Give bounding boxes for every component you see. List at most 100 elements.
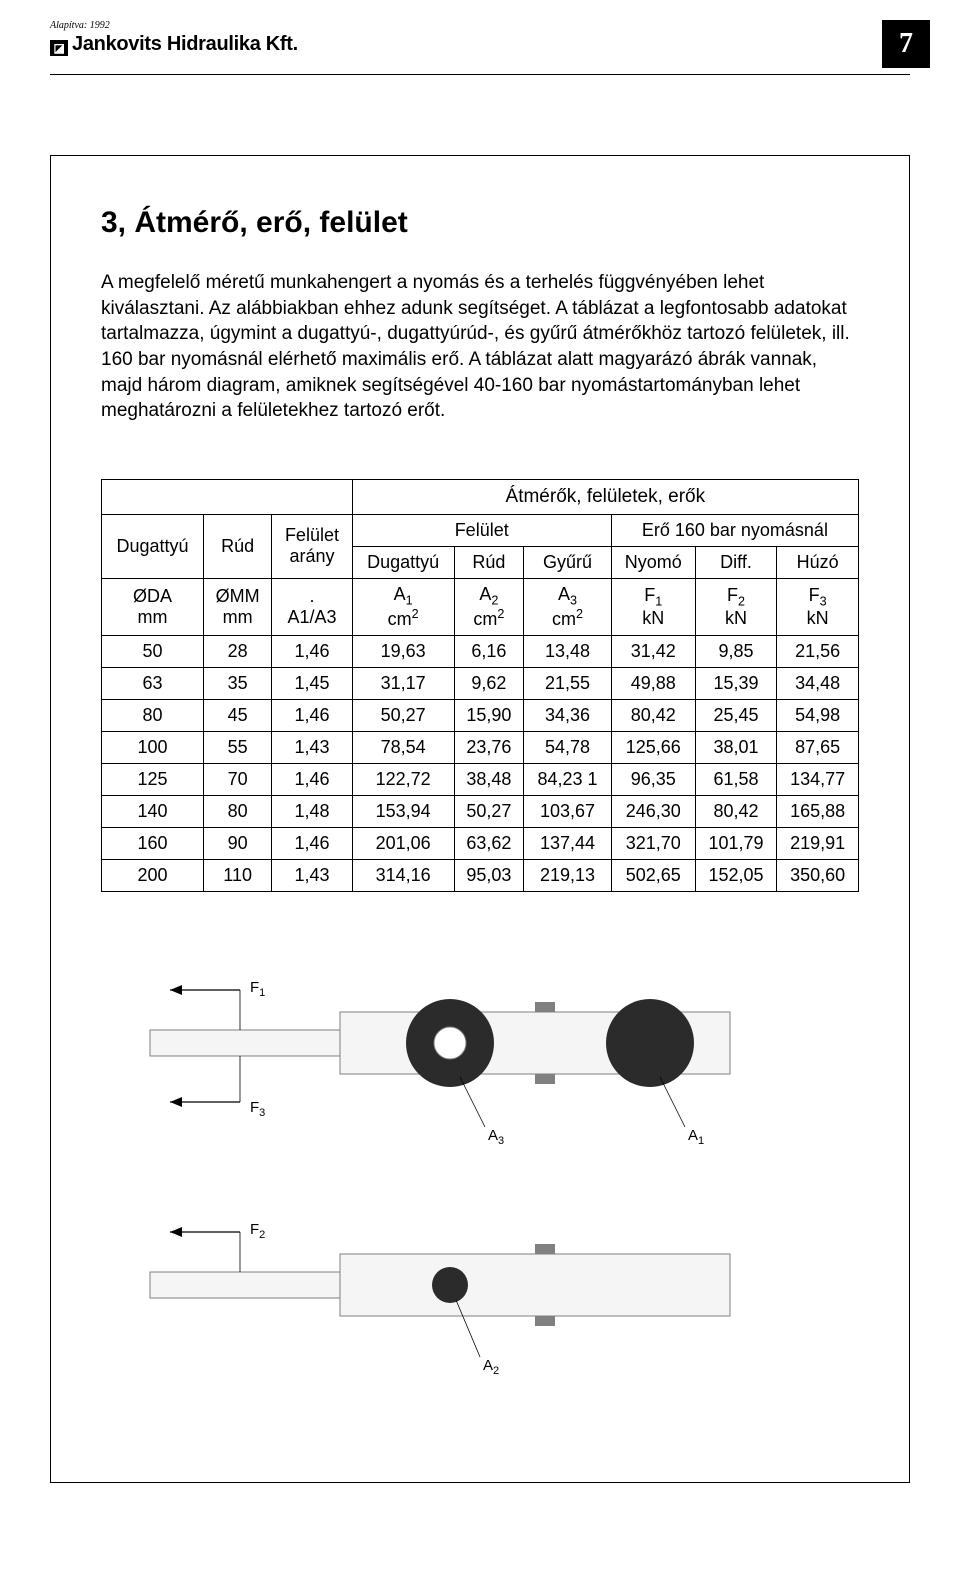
table-cell: 165,88 bbox=[777, 796, 859, 828]
table-cell: 61,58 bbox=[695, 764, 777, 796]
table-cell: 87,65 bbox=[777, 732, 859, 764]
table-cell: 9,85 bbox=[695, 636, 777, 668]
table-cell: 219,91 bbox=[777, 828, 859, 860]
diagram-1: F1 F3 A3 A1 bbox=[140, 952, 820, 1152]
table-cell: 15,90 bbox=[454, 700, 524, 732]
table-cell: 70 bbox=[203, 764, 271, 796]
table-cell: 1,43 bbox=[272, 732, 352, 764]
table-cell: 1,48 bbox=[272, 796, 352, 828]
content-box: 3, Átmérő, erő, felület A megfelelő mére… bbox=[50, 155, 910, 1483]
table-cell: 1,46 bbox=[272, 700, 352, 732]
table-cell: 15,39 bbox=[695, 668, 777, 700]
table-cell: 21,56 bbox=[777, 636, 859, 668]
table-cell: 160 bbox=[102, 828, 204, 860]
table-cell: 153,94 bbox=[352, 796, 454, 828]
col-arany: Felületarány bbox=[272, 514, 352, 578]
data-table: Átmérők, felületek, erők Dugattyú Rúd Fe… bbox=[101, 479, 859, 893]
table-cell: 125 bbox=[102, 764, 204, 796]
col-dugattyu: Dugattyú bbox=[102, 514, 204, 578]
label-f3: F3 bbox=[250, 1099, 265, 1119]
table-cell: 219,13 bbox=[524, 860, 612, 892]
label-a2: A2 bbox=[483, 1357, 499, 1377]
table-cell: 19,63 bbox=[352, 636, 454, 668]
table-cell: 31,17 bbox=[352, 668, 454, 700]
table-cell: 31,42 bbox=[611, 636, 695, 668]
table-cell: 80 bbox=[203, 796, 271, 828]
table-cell: 96,35 bbox=[611, 764, 695, 796]
table-cell: 502,65 bbox=[611, 860, 695, 892]
table-cell: 34,36 bbox=[524, 700, 612, 732]
table-cell: 350,60 bbox=[777, 860, 859, 892]
table-cell: 6,16 bbox=[454, 636, 524, 668]
table-cell: 78,54 bbox=[352, 732, 454, 764]
table-cell: 54,78 bbox=[524, 732, 612, 764]
label-a3: A3 bbox=[488, 1127, 504, 1147]
table-cell: 125,66 bbox=[611, 732, 695, 764]
table-cell: 1,43 bbox=[272, 860, 352, 892]
table-cell: 314,16 bbox=[352, 860, 454, 892]
table-cell: 25,45 bbox=[695, 700, 777, 732]
table-cell: 21,55 bbox=[524, 668, 612, 700]
label-a1: A1 bbox=[688, 1127, 704, 1147]
diagram-2: F2 A2 bbox=[140, 1212, 820, 1382]
group-ero: Erő 160 bar nyomásnál bbox=[611, 514, 858, 546]
table-cell: 23,76 bbox=[454, 732, 524, 764]
table-cell: 80,42 bbox=[695, 796, 777, 828]
table-cell: 38,48 bbox=[454, 764, 524, 796]
table-cell: 63 bbox=[102, 668, 204, 700]
table-cell: 28 bbox=[203, 636, 271, 668]
table-cell: 90 bbox=[203, 828, 271, 860]
sub-dugattyu: Dugattyú bbox=[352, 546, 454, 578]
table-cell: 50,27 bbox=[352, 700, 454, 732]
label-f2: F2 bbox=[250, 1221, 265, 1241]
table-row: 2001101,43314,1695,03219,13502,65152,053… bbox=[102, 860, 859, 892]
table-cell: 201,06 bbox=[352, 828, 454, 860]
header-divider bbox=[50, 74, 910, 75]
table-cell: 103,67 bbox=[524, 796, 612, 828]
table-row: 80451,4650,2715,9034,3680,4225,4554,98 bbox=[102, 700, 859, 732]
table-cell: 134,77 bbox=[777, 764, 859, 796]
table-cell: 49,88 bbox=[611, 668, 695, 700]
table-row: 100551,4378,5423,7654,78125,6638,0187,65 bbox=[102, 732, 859, 764]
sub-gyuru: Gyűrű bbox=[524, 546, 612, 578]
table-row: 63351,4531,179,6221,5549,8815,3934,48 bbox=[102, 668, 859, 700]
table-cell: 246,30 bbox=[611, 796, 695, 828]
table-cell: 54,98 bbox=[777, 700, 859, 732]
table-cell: 1,45 bbox=[272, 668, 352, 700]
company-name: ◪Jankovits Hidraulika Kft. bbox=[50, 33, 298, 56]
table-cell: 50,27 bbox=[454, 796, 524, 828]
table-cell: 80,42 bbox=[611, 700, 695, 732]
sub-diff: Diff. bbox=[695, 546, 777, 578]
table-cell: 34,48 bbox=[777, 668, 859, 700]
group-felulet: Felület bbox=[352, 514, 611, 546]
section-title: 3, Átmérő, erő, felület bbox=[101, 206, 859, 240]
table-cell: 100 bbox=[102, 732, 204, 764]
table-cell: 38,01 bbox=[695, 732, 777, 764]
table-cell: 140 bbox=[102, 796, 204, 828]
sub-nyomo: Nyomó bbox=[611, 546, 695, 578]
table-cell: 101,79 bbox=[695, 828, 777, 860]
table-cell: 200 bbox=[102, 860, 204, 892]
sub-rud: Rúd bbox=[454, 546, 524, 578]
table-cell: 63,62 bbox=[454, 828, 524, 860]
col-rud: Rúd bbox=[203, 514, 271, 578]
table-row: 160901,46201,0663,62137,44321,70101,7921… bbox=[102, 828, 859, 860]
table-cell: 95,03 bbox=[454, 860, 524, 892]
table-row: 50281,4619,636,1613,4831,429,8521,56 bbox=[102, 636, 859, 668]
table-cell: 1,46 bbox=[272, 828, 352, 860]
table-cell: 321,70 bbox=[611, 828, 695, 860]
table-cell: 1,46 bbox=[272, 764, 352, 796]
table-cell: 55 bbox=[203, 732, 271, 764]
section-paragraph: A megfelelő méretű munkahengert a nyomás… bbox=[101, 270, 859, 424]
table-cell: 13,48 bbox=[524, 636, 612, 668]
label-f1: F1 bbox=[250, 979, 265, 999]
table-row: 125701,46122,7238,4884,23 196,3561,58134… bbox=[102, 764, 859, 796]
table-cell: 1,46 bbox=[272, 636, 352, 668]
table-title: Átmérők, felületek, erők bbox=[352, 479, 858, 514]
page-number: 7 bbox=[882, 20, 930, 68]
table-cell: 137,44 bbox=[524, 828, 612, 860]
table-row: 140801,48153,9450,27103,67246,3080,42165… bbox=[102, 796, 859, 828]
table-cell: 110 bbox=[203, 860, 271, 892]
table-cell: 35 bbox=[203, 668, 271, 700]
sub-huzo: Húzó bbox=[777, 546, 859, 578]
